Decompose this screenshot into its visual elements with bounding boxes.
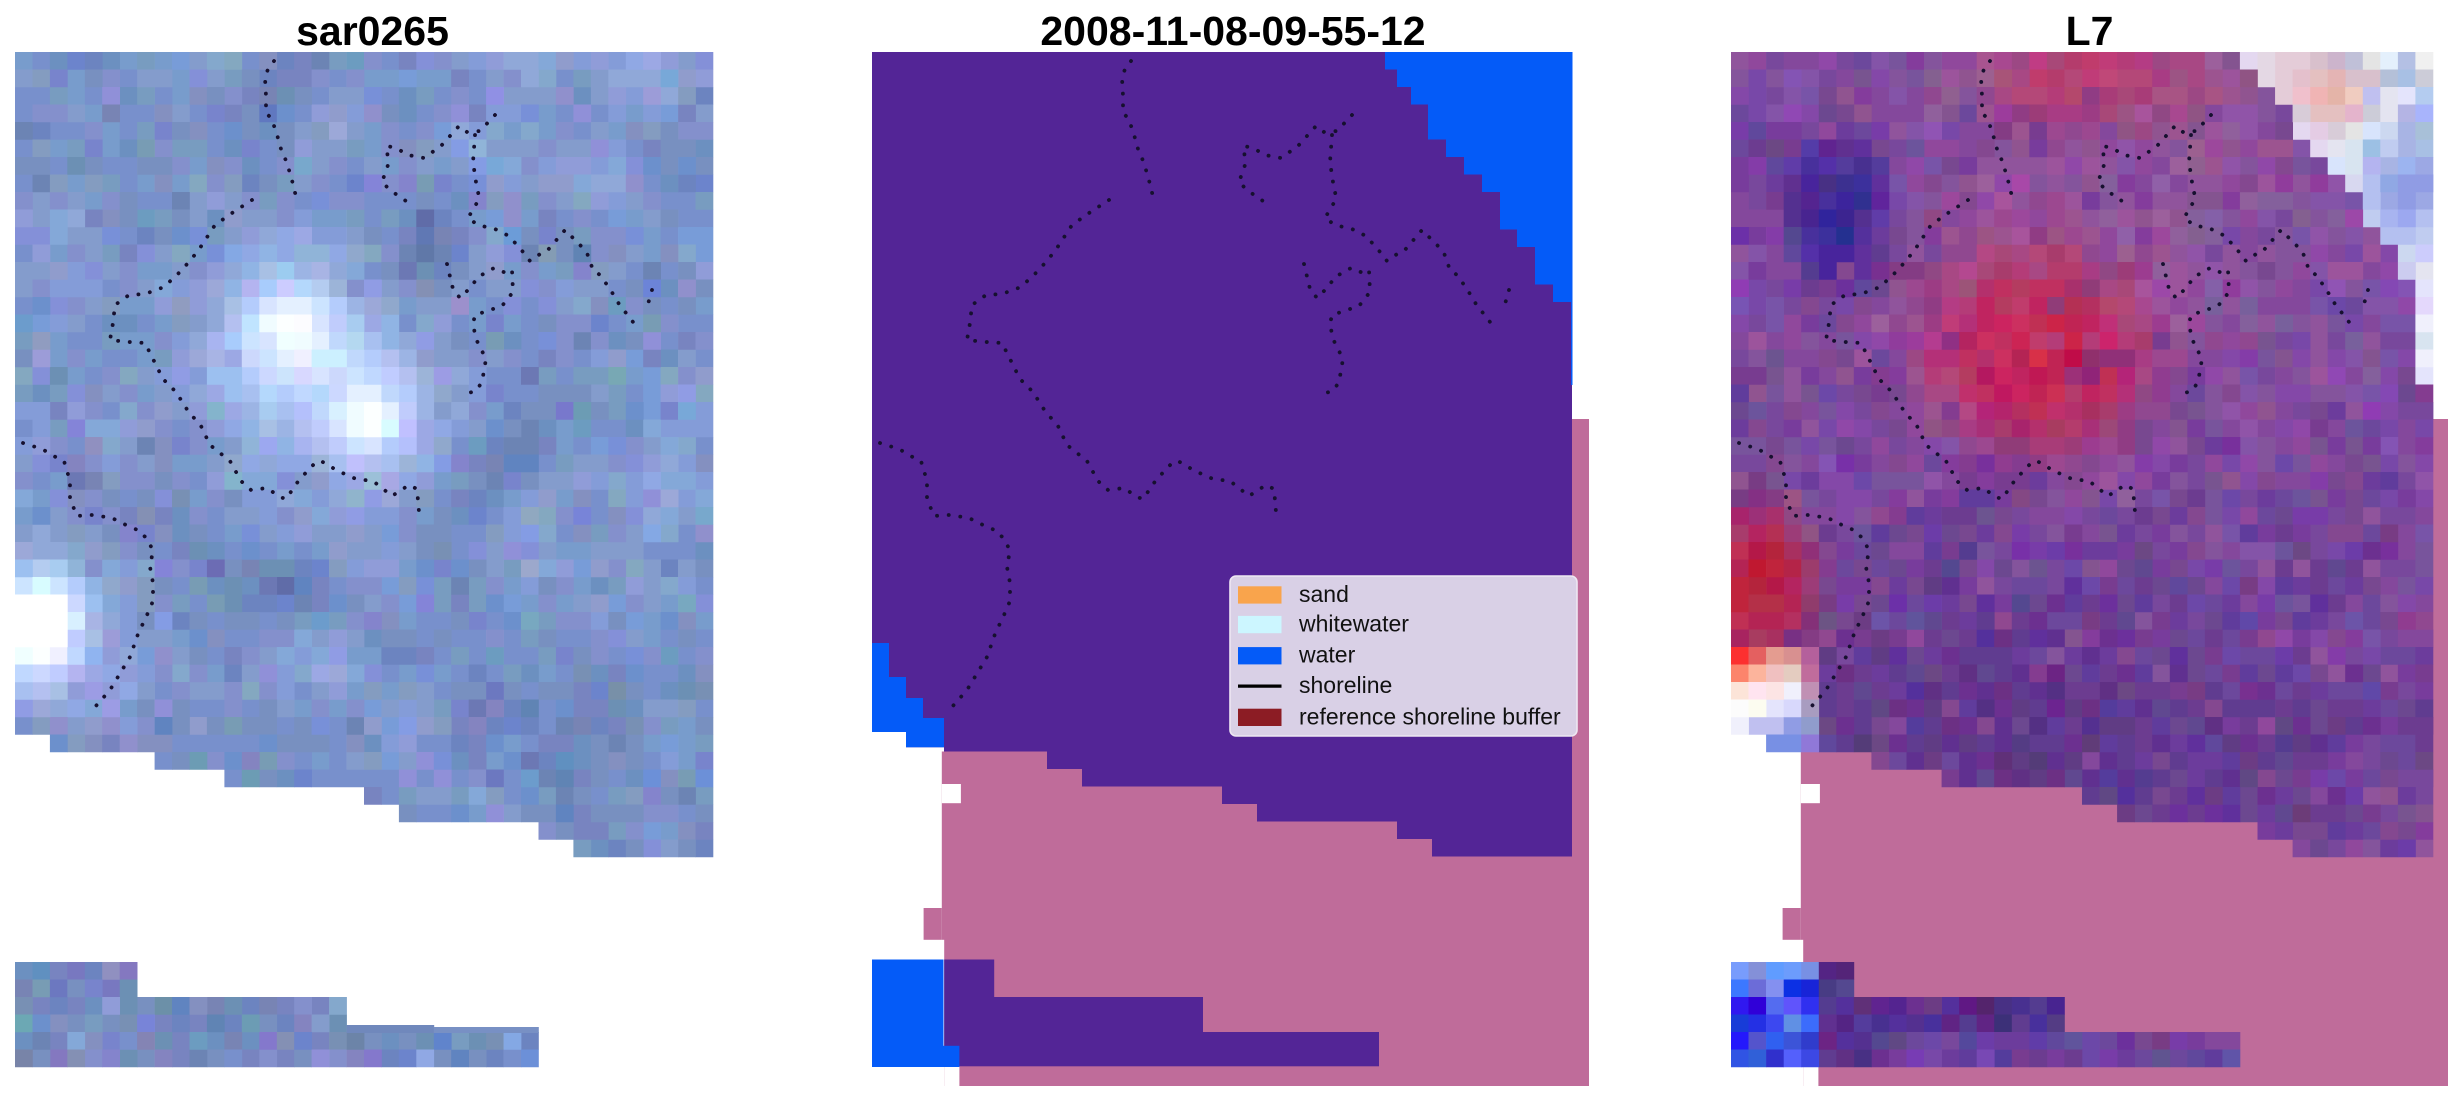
svg-text:2008-11-08-09-55-12: 2008-11-08-09-55-12 [1040,8,1425,54]
svg-text:water: water [1298,642,1356,668]
svg-text:sand: sand [1299,581,1349,607]
svg-text:sar0265: sar0265 [296,8,449,54]
svg-text:L7: L7 [2066,8,2114,54]
svg-text:reference shoreline buffer: reference shoreline buffer [1299,703,1561,729]
svg-text:whitewater: whitewater [1298,611,1409,637]
svg-text:shoreline: shoreline [1299,672,1392,698]
